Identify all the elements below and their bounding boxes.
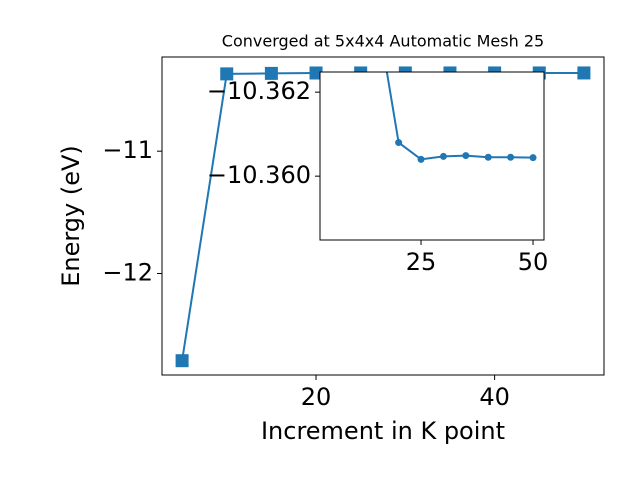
x-tick-label: 50 [518,248,549,276]
chart-title: Converged at 5x4x4 Automatic Mesh 25 [222,32,544,51]
y-tick-label: −10.362 [207,77,311,105]
point [577,66,591,80]
point [264,66,278,80]
point [395,139,403,147]
point [439,152,447,160]
y-tick-label: −11 [102,136,153,164]
point [417,155,425,163]
x-tick-label: 40 [479,383,510,411]
point [484,153,492,161]
point [462,152,470,160]
x-tick-label: 20 [301,383,332,411]
plot-background [320,72,544,240]
series-line [385,72,534,161]
x-tick-label: 25 [406,248,437,276]
point [175,354,189,368]
point [309,66,323,80]
plot-frame [319,71,545,241]
point [507,153,515,161]
plot-area [373,5,537,163]
point [220,67,234,81]
y-axis-label: Energy (eV) [57,145,85,287]
x-axis-label: Increment in K point [261,417,505,445]
point [529,154,537,162]
y-tick-label: −12 [102,258,153,286]
plot-frame [161,56,605,376]
y-tick-label: −10.360 [207,161,311,189]
point [373,5,380,12]
